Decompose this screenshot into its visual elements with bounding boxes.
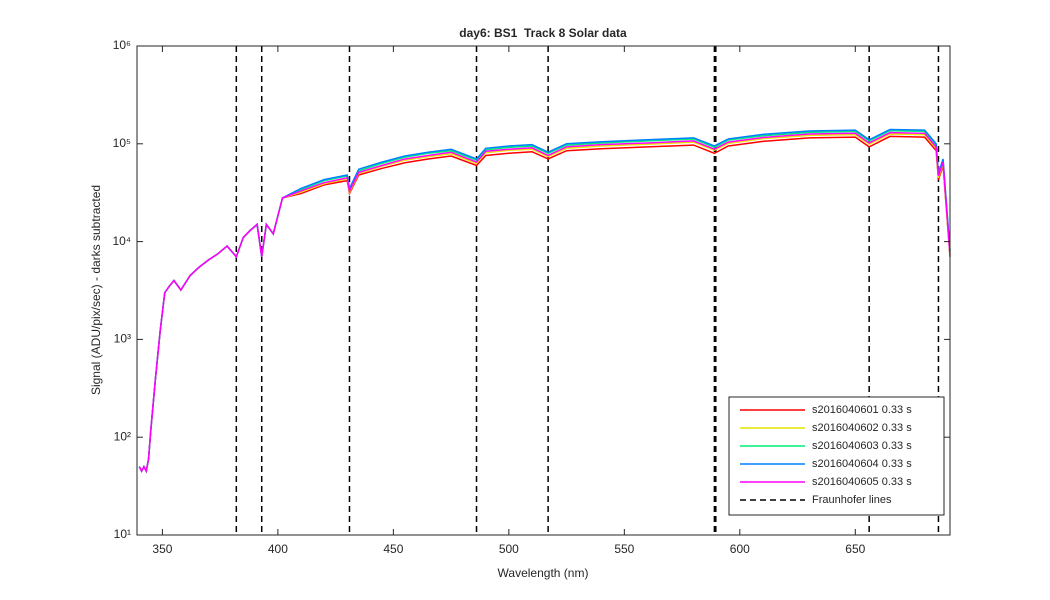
y-tick-label: 10⁵: [113, 136, 131, 150]
y-tick-label: 10¹: [114, 527, 131, 541]
x-tick-label: 500: [499, 542, 519, 556]
chart-title: day6: BS1 Track 8 Solar data: [459, 26, 627, 40]
x-tick-label: 350: [152, 542, 172, 556]
y-tick-label: 10³: [114, 332, 131, 346]
legend-label: s2016040603 0.33 s: [812, 440, 912, 452]
x-tick-label: 550: [614, 542, 634, 556]
y-tick-label: 10²: [114, 429, 131, 443]
y-axis-label: Signal (ADU/pix/sec) - darks subtracted: [89, 185, 103, 395]
legend-label: s2016040604 0.33 s: [812, 458, 912, 470]
x-axis-label: Wavelength (nm): [498, 566, 589, 580]
legend-label: s2016040605 0.33 s: [812, 476, 912, 488]
x-tick-label: 650: [845, 542, 865, 556]
legend-label: Fraunhofer lines: [812, 494, 892, 506]
legend-label: s2016040601 0.33 s: [812, 404, 912, 416]
series-line: [138, 131, 951, 474]
y-tick-label: 10⁶: [113, 38, 131, 52]
x-tick-label: 400: [268, 542, 288, 556]
x-tick-label: 600: [730, 542, 750, 556]
x-tick-label: 450: [383, 542, 403, 556]
legend-box: [728, 396, 945, 516]
legend-label: s2016040602 0.33 s: [812, 422, 912, 434]
y-tick-label: 10⁴: [112, 234, 131, 248]
axes-box: [136, 45, 951, 536]
